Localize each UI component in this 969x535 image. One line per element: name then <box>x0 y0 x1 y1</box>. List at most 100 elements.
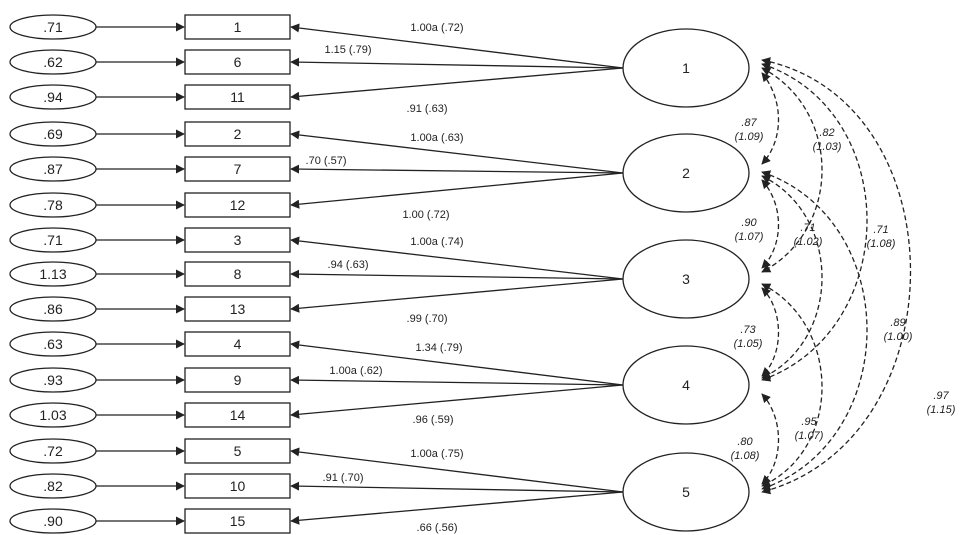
item-label: 4 <box>234 336 242 352</box>
covariance-curve <box>761 283 823 487</box>
covariance-layer <box>761 57 912 495</box>
loading-label: .70 (.57) <box>306 155 347 167</box>
loading-arrow <box>290 384 624 419</box>
item-label: 15 <box>230 513 246 529</box>
covariance-unstd: (1.00) <box>884 331 913 343</box>
error-value: .71 <box>43 232 63 248</box>
item-label: 2 <box>234 126 242 142</box>
item-label: 6 <box>234 54 242 70</box>
item-label: 7 <box>234 161 242 177</box>
error-value: .72 <box>43 443 63 459</box>
covariance-std: .89 <box>890 317 905 329</box>
covariance-std: .95 <box>801 416 817 428</box>
covariance-unstd: (1.07) <box>795 430 824 442</box>
item-box <box>184 227 291 253</box>
covariance-std: .71 <box>873 224 888 236</box>
loading-arrow <box>290 447 624 493</box>
item-box <box>184 402 291 428</box>
loading-arrow <box>290 164 624 174</box>
factor-layer: 1 2 3 4 5 <box>622 28 750 532</box>
covariance-unstd: (1.08) <box>731 450 760 462</box>
loading-label: 1.00a (.72) <box>410 22 463 34</box>
error-value: 1.03 <box>39 407 66 423</box>
covariance-curve <box>761 393 780 485</box>
error-value: .62 <box>43 54 63 70</box>
covariance-unstd: (1.02) <box>794 236 823 248</box>
item-label: 3 <box>234 232 242 248</box>
factor-ellipse <box>622 239 750 319</box>
error-value: .82 <box>43 478 63 494</box>
covariance-unstd: (1.08) <box>867 238 896 250</box>
covariance-std: .80 <box>737 436 753 448</box>
factor-label: 5 <box>682 484 690 500</box>
item-label: 5 <box>234 443 242 459</box>
item-box <box>184 508 291 534</box>
covariance-curve <box>761 57 912 495</box>
item-label: 1 <box>234 19 242 35</box>
item-layer: 1 6 11 2 7 12 3 8 13 4 9 14 5 10 15 <box>184 14 291 534</box>
factor-label: 1 <box>682 60 690 76</box>
covariance-unstd: (1.15) <box>927 404 956 416</box>
factor-ellipse <box>622 452 750 532</box>
item-box <box>184 14 291 40</box>
error-value: .69 <box>43 126 63 142</box>
loading-label: 1.00a (.75) <box>410 448 463 460</box>
loading-arrow <box>290 481 624 493</box>
loading-label: .99 (.70) <box>407 313 448 325</box>
loading-arrow <box>290 236 624 280</box>
item-box <box>184 261 291 287</box>
covariance-curve <box>761 287 780 377</box>
error-value: .63 <box>43 336 63 352</box>
loading-arrow <box>290 23 624 69</box>
covariance-std: .73 <box>740 324 756 336</box>
loading-arrow <box>290 269 624 280</box>
item-box <box>184 156 291 182</box>
item-label: 13 <box>230 301 246 317</box>
covariance-std: .87 <box>741 117 757 129</box>
loading-arrow <box>290 340 624 386</box>
covariance-std: .82 <box>819 127 834 139</box>
item-label: 8 <box>234 266 242 282</box>
item-label: 10 <box>230 478 246 494</box>
loading-label: .96 (.59) <box>413 414 454 426</box>
covariance-curve <box>761 67 823 273</box>
item-label: 12 <box>230 197 246 213</box>
covariance-curve <box>761 170 868 491</box>
error-value: .93 <box>43 372 63 388</box>
factor-ellipse <box>622 133 750 213</box>
error-value: .78 <box>43 197 63 213</box>
loading-label: .91 (.63) <box>407 103 448 115</box>
covariance-curve <box>761 179 780 269</box>
covariance-curve <box>761 62 868 382</box>
item-box <box>184 367 291 393</box>
loading-arrow <box>290 375 624 386</box>
label-layer: 1.00a (.72) 1.15 (.79) .91 (.63) 1.00a (.63… <box>306 22 956 534</box>
loading-label: 1.15 (.79) <box>324 44 371 56</box>
item-box <box>184 331 291 357</box>
loading-label: .66 (.56) <box>417 522 458 534</box>
factor-label: 3 <box>682 271 690 287</box>
factor-label: 2 <box>682 165 690 181</box>
loading-label: 1.00 (.72) <box>402 209 449 221</box>
covariance-unstd: (1.07) <box>735 231 764 243</box>
error-value: .87 <box>43 161 63 177</box>
factor-ellipse <box>622 28 750 108</box>
item-box <box>184 121 291 147</box>
loading-arrow <box>290 491 624 525</box>
loading-arrow <box>290 67 624 101</box>
item-box <box>184 473 291 499</box>
loading-arrow <box>290 130 624 174</box>
covariance-unstd: (1.03) <box>813 141 842 153</box>
error-value: .86 <box>43 301 63 317</box>
item-box <box>184 49 291 75</box>
loading-arrow <box>290 172 624 209</box>
covariance-unstd: (1.05) <box>734 338 763 350</box>
loading-label: 1.00a (.74) <box>410 236 463 248</box>
error-value: .94 <box>43 89 63 105</box>
error-layer: .71 .62 .94 .69 .87 .78 .71 1.13 .86 .63 .93 1.03 .7… <box>9 14 185 534</box>
item-label: 14 <box>230 407 246 423</box>
error-value: 1.13 <box>39 266 66 282</box>
covariance-std: .97 <box>933 390 949 402</box>
loading-arrow <box>290 57 624 69</box>
